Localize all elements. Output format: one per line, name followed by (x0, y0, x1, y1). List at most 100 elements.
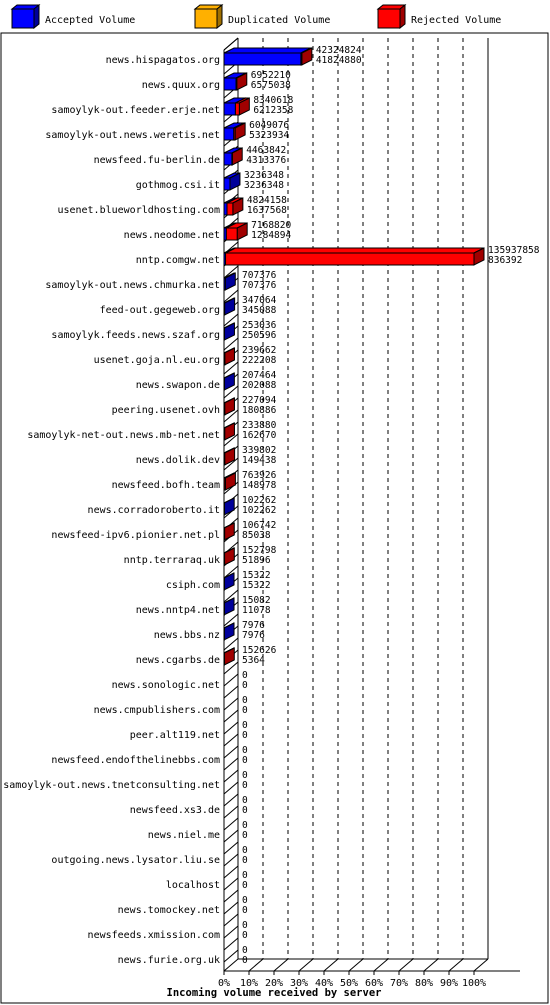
legend-duplicated-swatch (194, 8, 218, 29)
accepted-value-label: 148978 (242, 480, 277, 491)
accepted-value-label: 3236348 (244, 180, 284, 191)
total-value-label: 6049076 (249, 120, 289, 131)
legend-duplicated: Duplicated Volume (193, 3, 330, 30)
server-label: samoylyk-out.news.chmurka.net (45, 280, 220, 291)
total-value-label: 8340618 (253, 95, 293, 106)
total-value-label: 0 (242, 945, 248, 956)
bar-rejected-top (225, 247, 485, 254)
bars (223, 47, 485, 666)
bar-rejected-front (223, 427, 226, 441)
plot-frame (0, 32, 549, 1004)
total-value-label: 707376 (242, 270, 277, 281)
bar-accepted (223, 322, 235, 341)
server-label: newsfeed.fu-berlin.de (94, 155, 220, 166)
bar-accepted (223, 272, 236, 291)
legend-accepted-label: Accepted Volume (45, 15, 135, 26)
bar-rejected-front (235, 77, 238, 91)
x-tick-label: 20% (265, 978, 283, 989)
server-label: samoylyk.feeds.news.szaf.org (51, 330, 220, 341)
server-label: newsfeeds.xmission.com (88, 930, 220, 941)
bar-accepted-top (223, 47, 312, 54)
bar-rejected-side (223, 422, 235, 441)
server-label: news.furie.org.uk (118, 955, 220, 966)
accepted-value-label: 202088 (242, 380, 277, 391)
total-value-label: 106742 (242, 520, 276, 531)
legend-rejected-label: Rejected Volume (411, 15, 501, 26)
floor-line (248, 958, 264, 972)
bar-rejected (223, 472, 236, 491)
total-value-label: 0 (242, 870, 248, 881)
legend-rejected: Rejected Volume (376, 3, 501, 30)
x-tick-label: 100% (462, 978, 486, 989)
total-value-label: 0 (242, 895, 248, 906)
total-value-label: 6952210 (251, 70, 291, 81)
server-label: newsfeed.xs3.de (130, 805, 220, 816)
bar-accepted-front (223, 577, 225, 591)
server-label: newsfeed.endofthelinebbs.com (51, 755, 220, 766)
x-axis-label: Incoming volume received by server (167, 987, 382, 999)
server-label: nntp.terraraq.uk (124, 555, 220, 566)
total-value-label: 253036 (242, 320, 277, 331)
server-label: news.swapon.de (136, 380, 220, 391)
server-label: news.hispagatos.org (106, 55, 220, 66)
x-tick-label: 70% (390, 978, 408, 989)
floor-line (373, 958, 389, 972)
server-label: news.tomockey.net (118, 905, 220, 916)
accepted-value-label: 41824880 (316, 55, 362, 66)
accepted-value-label: 11078 (242, 605, 271, 616)
bar-rejected (235, 72, 248, 91)
bar-accepted-front (223, 102, 236, 116)
total-value-label: 42324824 (316, 45, 362, 56)
bar-accepted-side (223, 572, 235, 591)
x-tick-label: 40% (315, 978, 333, 989)
bar-rejected-side (223, 647, 235, 666)
bar-rejected-front (223, 552, 226, 566)
server-label: news.corradoroberto.it (88, 505, 220, 516)
floor-line (473, 958, 489, 972)
bar-accepted (223, 372, 235, 391)
bar-accepted-front (223, 77, 237, 91)
server-label: news.neodome.net (124, 230, 220, 241)
server-label: localhost (166, 880, 220, 891)
x-tick-label: 90% (440, 978, 458, 989)
bar-accepted (223, 47, 312, 66)
server-label: news.bbs.nz (154, 630, 220, 641)
accepted-value-label: 7976 (242, 630, 265, 641)
floor-line (448, 958, 464, 972)
total-value-label: 207464 (242, 370, 277, 381)
server-label: news.nntp4.net (136, 605, 220, 616)
accepted-value-label: 6575038 (251, 80, 291, 91)
x-tick-label: 10% (240, 978, 258, 989)
bar-rejected-front (223, 352, 226, 366)
total-value-label: 339802 (242, 445, 276, 456)
bar-rejected-front (223, 452, 226, 466)
bar-accepted-side (223, 622, 235, 641)
bar-rejected (223, 397, 235, 416)
bar-accepted-side (223, 322, 235, 341)
total-value-label: 7168820 (251, 220, 291, 231)
bar-accepted-front (223, 302, 226, 316)
bar-accepted (223, 297, 236, 316)
server-label: usenet.blueworldhosting.com (57, 205, 220, 216)
bar-rejected (225, 247, 485, 266)
accepted-value-label: 4313376 (246, 155, 286, 166)
accepted-value-label: 6212358 (253, 105, 293, 116)
bar-rejected (223, 547, 235, 566)
bar-accepted (223, 172, 241, 191)
bar-accepted-side (223, 497, 235, 516)
bar-accepted-front (223, 327, 225, 341)
total-value-label: 4824158 (247, 195, 287, 206)
total-value-label: 233880 (242, 420, 277, 431)
server-label: csiph.com (166, 580, 220, 591)
accepted-value-label: 0 (242, 680, 248, 691)
bar-rejected (223, 422, 235, 441)
legend-accepted-swatch-side (33, 3, 40, 30)
bar-accepted-front (223, 52, 302, 66)
accepted-value-label: 0 (242, 755, 248, 766)
bar-rejected-front (225, 227, 238, 241)
bar-accepted-front (223, 152, 233, 166)
bar-rejected (226, 197, 244, 216)
accepted-value-label: 5364 (242, 655, 265, 666)
legend-accepted: Accepted Volume (10, 3, 135, 30)
